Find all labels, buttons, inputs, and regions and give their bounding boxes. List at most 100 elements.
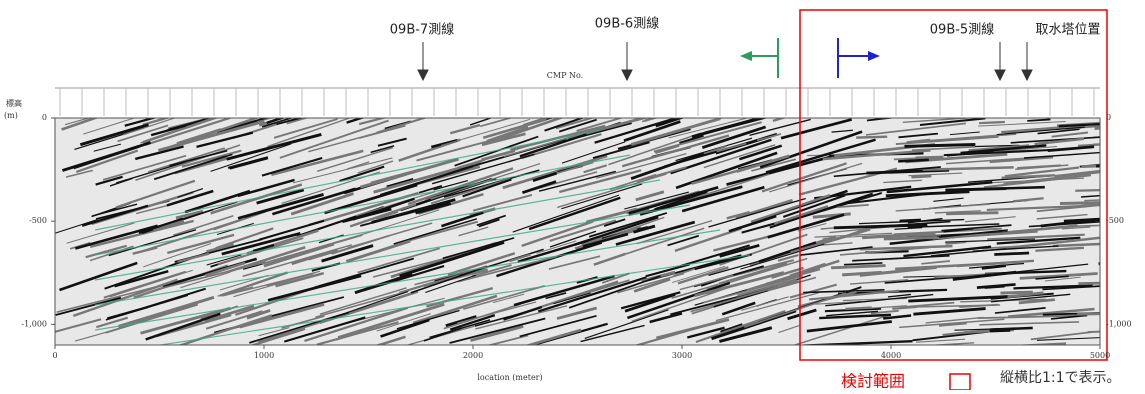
reflector: [145, 312, 221, 341]
reflector: [787, 308, 817, 321]
direction-arrows: [740, 38, 880, 78]
reflector: [291, 248, 338, 266]
reflector: [1098, 262, 1100, 266]
reflector: [95, 175, 123, 186]
reflector: [558, 169, 642, 194]
reflector: [517, 239, 589, 263]
reflector: [418, 184, 443, 194]
reflector: [430, 139, 458, 149]
reflector: [290, 192, 354, 216]
reflector: [1035, 246, 1084, 252]
reflector: [470, 324, 524, 342]
reflector: [899, 301, 955, 309]
reflector: [690, 279, 799, 313]
reflector: [226, 132, 322, 161]
reflector: [883, 235, 938, 241]
markers: [417, 42, 1033, 82]
reflector: [630, 152, 705, 180]
reflector: [267, 118, 352, 148]
reflector: [792, 314, 890, 345]
reflector: [481, 132, 526, 147]
reflector: [674, 227, 742, 253]
reflector: [994, 251, 1030, 256]
reflector: [549, 219, 617, 242]
reflector: [447, 252, 516, 276]
reflector: [275, 272, 325, 288]
reflector: [739, 144, 783, 161]
reflector: [521, 180, 557, 195]
reflector: [899, 218, 921, 222]
y-tick-label: -1,000: [21, 319, 47, 328]
reflector: [458, 226, 489, 237]
x-tick-label: 2000: [463, 351, 483, 360]
reflector: [639, 185, 743, 216]
reflector: [315, 290, 409, 319]
reflector: [206, 254, 242, 266]
reflector: [272, 187, 356, 216]
reflector: [1007, 307, 1095, 318]
reflector: [826, 310, 879, 317]
reflector: [615, 220, 696, 246]
reflector: [1087, 330, 1100, 334]
reflector: [677, 266, 729, 285]
reflector: [457, 301, 537, 324]
reflector: [205, 310, 263, 330]
reflector: [623, 120, 681, 143]
reflector: [81, 204, 149, 227]
reflector: [499, 118, 565, 140]
reflector: [858, 218, 965, 225]
reflector: [91, 203, 138, 217]
reflector: [355, 191, 436, 217]
reflector: [261, 118, 294, 128]
reflector: [374, 335, 406, 345]
reflector: [1007, 291, 1044, 299]
reflector: [316, 146, 394, 173]
reflector: [670, 138, 772, 175]
reflector: [462, 178, 512, 198]
y-tick-label: 0: [1106, 113, 1111, 122]
reflector: [925, 342, 975, 345]
reflector: [617, 272, 685, 294]
reflector: [751, 158, 797, 172]
reflector: [279, 119, 389, 159]
y-axis-unit: (m): [4, 111, 18, 120]
horizon: [94, 154, 631, 256]
reflector: [103, 270, 187, 299]
reflector: [610, 227, 705, 260]
reflector: [541, 118, 555, 122]
reflector: [442, 237, 515, 260]
reflector: [758, 241, 817, 263]
reflector: [537, 276, 647, 313]
reflector: [778, 324, 801, 334]
reflector: [557, 173, 667, 209]
reflector: [181, 149, 242, 168]
reflector: [509, 253, 531, 263]
study-range-box: [799, 9, 1108, 361]
reflector: [837, 203, 869, 208]
reflector: [83, 118, 136, 135]
reflector: [105, 303, 199, 334]
reflector: [252, 243, 275, 253]
reflector: [990, 293, 1071, 303]
reflector: [239, 302, 325, 329]
reflector: [803, 289, 885, 294]
reflector: [989, 326, 1033, 331]
reflector: [359, 157, 459, 189]
reflector: [59, 261, 138, 292]
reflector: [595, 153, 687, 179]
reflector: [844, 262, 883, 266]
reflector: [592, 141, 650, 159]
reflector: [986, 205, 1079, 212]
reflector: [267, 274, 362, 302]
reflector: [588, 212, 668, 238]
reflector: [221, 231, 301, 256]
reflector: [601, 272, 630, 284]
reflector: [102, 154, 187, 181]
reflector: [933, 197, 964, 202]
reflector: [945, 187, 1007, 192]
reflector: [695, 310, 786, 344]
reflector: [895, 203, 990, 212]
reflector: [941, 224, 1012, 232]
reflector: [362, 264, 445, 292]
reflector: [204, 261, 246, 277]
